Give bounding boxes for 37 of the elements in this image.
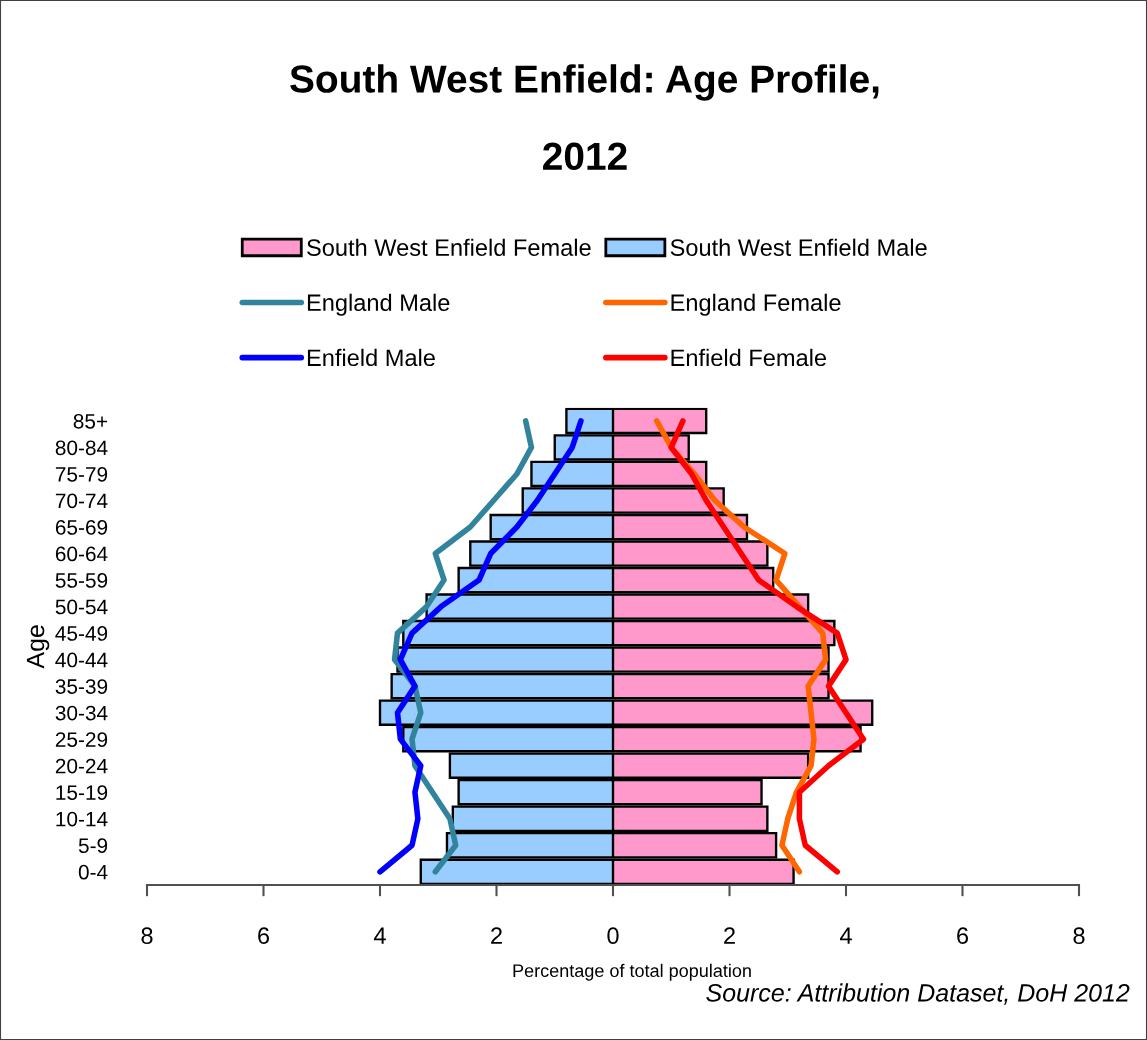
y-tick-label: 25-29 xyxy=(55,732,108,747)
legend-label: Enfield Female xyxy=(671,348,827,367)
x-tick-label: 2 xyxy=(724,927,735,944)
y-tick-label: 85+ xyxy=(73,413,108,429)
y-tick-label: 60-64 xyxy=(55,546,108,562)
y-tick-label: 40-44 xyxy=(55,652,108,668)
y-tick-label: 10-14 xyxy=(56,811,108,827)
x-tick-label: 8 xyxy=(141,927,153,945)
y-tick-label: 65-69 xyxy=(55,520,108,535)
y-tick-label: 75-79 xyxy=(55,466,108,482)
y-tick-label: 55-59 xyxy=(55,573,108,588)
legend-label: England Female xyxy=(671,293,841,316)
y-tick-label: 20-24 xyxy=(55,758,108,774)
y-tick-label: 0-4 xyxy=(78,864,108,880)
x-tick-label: 4 xyxy=(373,927,386,944)
y-tick-label: 30-34 xyxy=(55,705,108,721)
x-tick-label: 6 xyxy=(957,927,969,945)
x-tick-label: 8 xyxy=(1073,927,1085,945)
x-tick-label: 0 xyxy=(607,927,619,945)
x-tick-label: 4 xyxy=(839,927,852,944)
y-tick-label: 35-39 xyxy=(55,679,108,694)
y-tick-label: 15-19 xyxy=(56,785,108,800)
y-tick-label: 5-9 xyxy=(78,838,108,854)
chart-title: South West Enfield: Age Profile, 2012 xyxy=(290,64,879,171)
legend-label: South West Enfield Female xyxy=(307,238,591,256)
y-axis-title: Age xyxy=(26,625,50,669)
legend-label: Enfield Male xyxy=(307,348,435,367)
legend-label: South West Enfield Male xyxy=(670,238,927,256)
x-tick-label: 6 xyxy=(258,927,270,945)
y-tick-label: 80-84 xyxy=(55,440,108,456)
source-note: Source: Attribution Dataset, DoH 2012 xyxy=(706,983,1130,1005)
y-tick-label: 50-54 xyxy=(55,599,108,615)
y-tick-label: 45-49 xyxy=(55,626,108,641)
legend-label: England Male xyxy=(307,293,450,316)
x-tick-label: 2 xyxy=(491,927,502,944)
x-axis-title: Percentage of total population xyxy=(513,963,751,981)
y-tick-label: 70-74 xyxy=(55,493,108,509)
